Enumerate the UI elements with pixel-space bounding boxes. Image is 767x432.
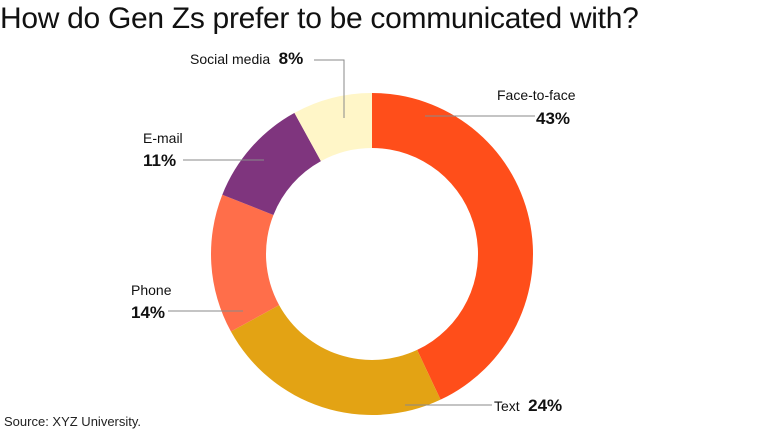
slice-face-to-face	[372, 93, 533, 400]
leader-lines	[168, 59, 535, 406]
slice-label-phone: Phone	[131, 282, 172, 298]
source-note: Source: XYZ University.	[4, 414, 142, 429]
slice-value-text: 24%	[528, 396, 562, 415]
slice-label-social-media: Social media	[190, 51, 270, 67]
slice-value-email: 11%	[143, 151, 176, 170]
slice-label-email: E-mail	[143, 130, 183, 146]
slice-e-mail	[222, 112, 321, 215]
slice-phone	[211, 194, 280, 332]
leader-line-social-media	[314, 59, 345, 118]
slice-label-group-text: Text 24%	[494, 396, 562, 415]
slice-label-text: Text	[494, 398, 520, 414]
slice-value-social-media: 8%	[279, 49, 304, 68]
slice-value-face-to-face: 43%	[536, 109, 570, 128]
slice-text	[230, 305, 441, 416]
slice-label-face-to-face: Face-to-face	[497, 87, 576, 103]
chart-title: How do Gen Zs prefer to be communicated …	[0, 2, 639, 35]
slice-social-media	[294, 93, 372, 162]
slice-value-phone: 14%	[131, 303, 165, 322]
donut-slices	[211, 93, 533, 416]
slice-label-group-social-media: Social media 8%	[190, 49, 303, 68]
